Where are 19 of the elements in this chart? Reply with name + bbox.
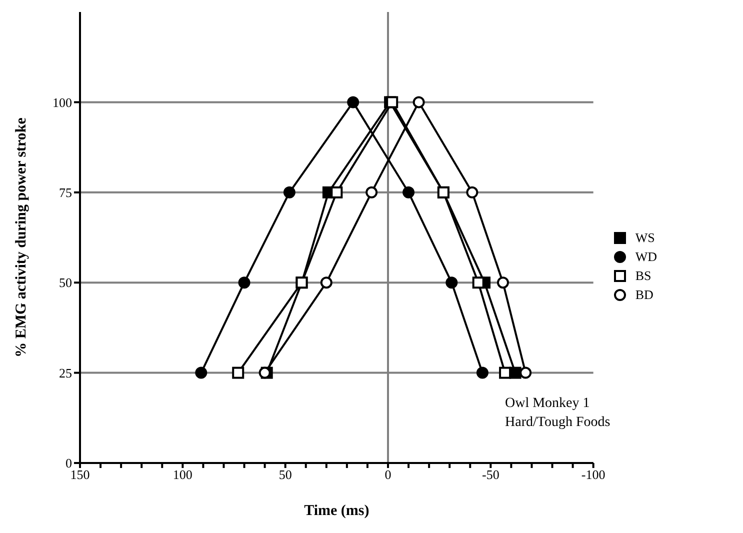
x-tick-label: -100 bbox=[581, 467, 606, 482]
y-tick-label: 100 bbox=[52, 94, 72, 110]
y-tick-label: 75 bbox=[59, 185, 72, 200]
legend-label: BD bbox=[635, 287, 654, 303]
x-tick-label: -50 bbox=[482, 467, 500, 482]
y-tick-label: 25 bbox=[59, 365, 72, 380]
x-tick-label: 50 bbox=[278, 467, 292, 482]
x-tick-label: 0 bbox=[384, 467, 392, 482]
y-tick-label: 50 bbox=[59, 275, 72, 290]
annotation: Owl Monkey 1 bbox=[505, 395, 591, 413]
legend-label: WD bbox=[635, 249, 657, 265]
legend-label: WS bbox=[635, 230, 655, 246]
y-axis-title: % EMG activity during power stroke bbox=[13, 117, 30, 358]
y-tick-label: 0 bbox=[66, 456, 72, 471]
x-tick-label: 100 bbox=[172, 467, 192, 482]
annotation: Hard/Tough Foods bbox=[505, 414, 610, 432]
legend-label: BS bbox=[635, 268, 652, 284]
x-tick-label: 150 bbox=[70, 467, 90, 482]
x-axis-title: Time (ms) bbox=[304, 503, 370, 519]
